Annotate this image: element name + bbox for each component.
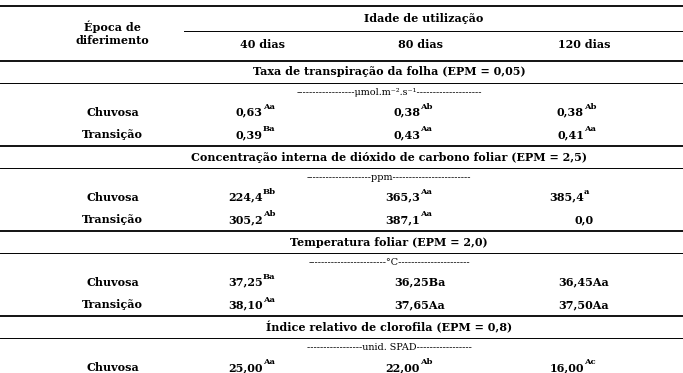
- Text: 0,63: 0,63: [236, 107, 263, 118]
- Text: 224,4: 224,4: [228, 192, 263, 203]
- Text: 37,25: 37,25: [228, 277, 263, 288]
- Text: 36,25Ba: 36,25Ba: [394, 277, 446, 288]
- Text: Ab: Ab: [420, 358, 432, 366]
- Text: --------------------ppm------------------------: --------------------ppm-----------------…: [307, 173, 471, 182]
- Text: 80 dias: 80 dias: [398, 38, 443, 50]
- Text: Ab: Ab: [584, 103, 596, 111]
- Text: Chuvosa: Chuvosa: [86, 107, 139, 118]
- Text: Ab: Ab: [420, 103, 432, 111]
- Text: 0,38: 0,38: [393, 107, 420, 118]
- Text: 25,00: 25,00: [228, 362, 263, 373]
- Text: 37,65Aa: 37,65Aa: [395, 299, 445, 310]
- Text: 120 dias: 120 dias: [558, 38, 610, 50]
- Text: Índice relativo de clorofila (EPM = 0,8): Índice relativo de clorofila (EPM = 0,8): [266, 321, 512, 333]
- Text: Aa: Aa: [263, 295, 275, 304]
- Text: ------------------------°C----------------------: ------------------------°C--------------…: [309, 258, 470, 267]
- Text: Transição: Transição: [82, 299, 143, 310]
- Text: 0,0: 0,0: [574, 214, 594, 225]
- Text: 0,43: 0,43: [393, 129, 420, 140]
- Text: 385,4: 385,4: [549, 192, 584, 203]
- Text: Aa: Aa: [584, 125, 596, 134]
- Text: Chuvosa: Chuvosa: [86, 192, 139, 203]
- Text: 305,2: 305,2: [228, 214, 263, 225]
- Text: Transição: Transição: [82, 214, 143, 225]
- Text: 387,1: 387,1: [385, 214, 420, 225]
- Text: Ab: Ab: [263, 210, 275, 219]
- Text: Ac: Ac: [584, 358, 596, 366]
- Text: Taxa de transpiração da folha (EPM = 0,05): Taxa de transpiração da folha (EPM = 0,0…: [253, 66, 526, 78]
- Text: Idade de utilização: Idade de utilização: [364, 13, 483, 24]
- Text: 36,45Aa: 36,45Aa: [559, 277, 609, 288]
- Text: Concentração interna de dióxido de carbono foliar (EPM = 2,5): Concentração interna de dióxido de carbo…: [191, 151, 587, 163]
- Text: 0,38: 0,38: [557, 107, 584, 118]
- Text: Aa: Aa: [263, 103, 275, 111]
- Text: Ba: Ba: [263, 125, 275, 134]
- Text: 22,00: 22,00: [386, 362, 420, 373]
- Text: 0,39: 0,39: [236, 129, 263, 140]
- Text: ------------------μmol.m⁻².s⁻¹--------------------: ------------------μmol.m⁻².s⁻¹----------…: [296, 88, 482, 97]
- Text: Aa: Aa: [420, 210, 432, 219]
- Text: Chuvosa: Chuvosa: [86, 277, 139, 288]
- Text: Época de
diferimento: Época de diferimento: [76, 20, 150, 46]
- Text: 16,00: 16,00: [549, 362, 584, 373]
- Text: Bb: Bb: [263, 188, 276, 196]
- Text: Transição: Transição: [82, 129, 143, 140]
- Text: 37,50Aa: 37,50Aa: [559, 299, 609, 310]
- Text: -----------------unid. SPAD-----------------: -----------------unid. SPAD-------------…: [307, 343, 472, 352]
- Text: a: a: [584, 188, 589, 196]
- Text: 38,10: 38,10: [228, 299, 263, 310]
- Text: Aa: Aa: [420, 125, 432, 134]
- Text: Chuvosa: Chuvosa: [86, 362, 139, 373]
- Text: 40 dias: 40 dias: [240, 38, 285, 50]
- Text: Ba: Ba: [263, 273, 275, 281]
- Text: 365,3: 365,3: [385, 192, 420, 203]
- Text: 0,41: 0,41: [557, 129, 584, 140]
- Text: Aa: Aa: [263, 358, 275, 366]
- Text: Aa: Aa: [420, 188, 432, 196]
- Text: Temperatura foliar (EPM = 2,0): Temperatura foliar (EPM = 2,0): [290, 236, 488, 248]
